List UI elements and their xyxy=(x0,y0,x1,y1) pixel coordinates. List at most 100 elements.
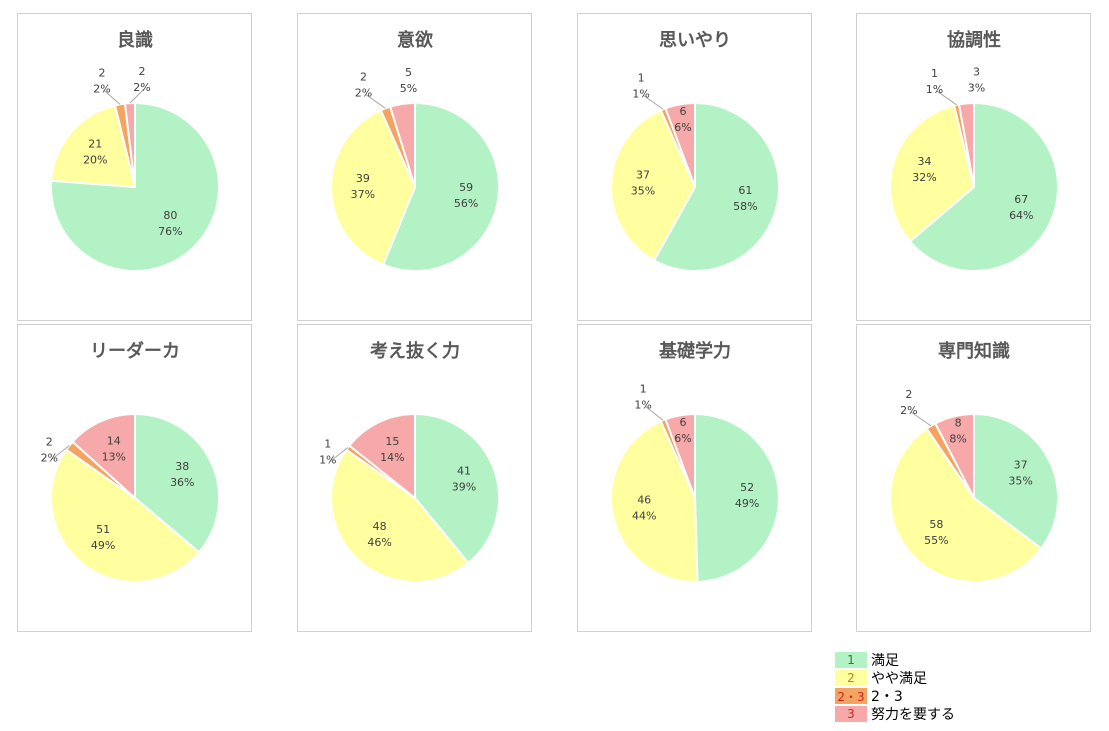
data-label-percent: 8% xyxy=(949,433,966,446)
pie-slice xyxy=(694,412,780,583)
data-label-value: 8 xyxy=(955,417,962,430)
data-label-value: 37 xyxy=(636,169,650,182)
pie-slice xyxy=(134,412,220,554)
data-label-value: 51 xyxy=(96,523,110,536)
data-label-percent: 6% xyxy=(674,121,691,134)
legend-label-1: 満足 xyxy=(871,653,899,669)
data-label-value: 48 xyxy=(373,520,387,533)
legend-item-3: 3 努力を要する xyxy=(835,705,1005,723)
data-label-percent: 2% xyxy=(900,404,917,417)
leader-line xyxy=(365,93,386,109)
data-label-percent: 32% xyxy=(912,171,936,184)
data-label-percent: 64% xyxy=(1009,209,1033,222)
legend-item-2: 2 やや満足 xyxy=(835,669,1005,687)
data-label-value: 67 xyxy=(1014,193,1028,206)
data-label-value: 5 xyxy=(405,66,412,79)
leader-line xyxy=(910,411,932,427)
data-label-percent: 35% xyxy=(631,185,655,198)
data-label-percent: 44% xyxy=(632,510,656,523)
pie-slice xyxy=(50,104,137,189)
pie-panel: 協調性 67 64% 34 32% 1 1% 3 3% xyxy=(856,13,1091,321)
pie-slice xyxy=(664,412,696,499)
data-label-percent: 36% xyxy=(170,476,194,489)
chart-title: リーダーカ xyxy=(90,340,180,362)
pie-chart: 専門知識 37 35% 58 55% 2 2% 8 8% xyxy=(889,340,1059,583)
leader-line xyxy=(642,94,664,110)
data-label-value: 15 xyxy=(385,435,399,448)
pie-slice xyxy=(381,101,500,272)
data-label-value: 14 xyxy=(107,434,121,447)
data-label-value: 1 xyxy=(638,71,645,84)
pie-slice xyxy=(330,108,417,267)
pie-panel: 基礎学力 52 49% 46 44% 1 1% 6 6% xyxy=(577,324,812,632)
data-label-value: 52 xyxy=(740,481,754,494)
legend-item-1: 1 満足 xyxy=(835,651,1005,669)
pie-slice xyxy=(889,104,976,243)
data-label-value: 38 xyxy=(175,460,189,473)
data-label-percent: 1% xyxy=(632,87,649,100)
legend-swatch-1: 1 xyxy=(835,652,867,668)
data-label-percent: 76% xyxy=(158,225,182,238)
data-label-percent: 2% xyxy=(93,82,110,95)
data-label-value: 1 xyxy=(324,438,331,451)
data-label-value: 37 xyxy=(1014,459,1028,472)
data-label-value: 2 xyxy=(139,65,146,78)
data-label-value: 61 xyxy=(738,184,752,197)
pie-slice xyxy=(71,412,136,501)
data-label-percent: 1% xyxy=(319,454,336,467)
data-label-percent: 20% xyxy=(83,153,107,166)
pie-slice xyxy=(933,412,975,499)
data-label-value: 2 xyxy=(46,436,53,449)
legend-label-3: 努力を要する xyxy=(871,707,955,723)
data-label-value: 1 xyxy=(931,67,938,80)
leader-line xyxy=(329,447,349,463)
data-label-percent: 56% xyxy=(454,197,478,210)
pie-chart: リーダーカ 38 36% 51 49% 2 2% 14 13% xyxy=(41,340,220,583)
chart-title: 意欲 xyxy=(397,29,433,51)
pie-slice xyxy=(652,101,780,272)
leader-line xyxy=(51,445,70,461)
pie-chart: 考え抜く力 41 39% 48 46% 1 1% 15 14% xyxy=(319,340,500,583)
pie-slice xyxy=(973,412,1059,550)
chart-title: 基礎学力 xyxy=(658,340,731,362)
pie-panel: 良識 80 76% 21 20% 2 2% 2 2% xyxy=(17,13,252,321)
legend-swatch-3: 3 xyxy=(835,706,867,722)
data-label-percent: 37% xyxy=(351,188,375,201)
chart-title: 考え抜く力 xyxy=(370,340,460,362)
data-label-percent: 3% xyxy=(968,81,985,94)
pie-slice xyxy=(50,448,201,583)
chart-title: 良識 xyxy=(117,29,153,51)
data-label-percent: 2% xyxy=(41,452,58,465)
data-label-value: 21 xyxy=(88,137,102,150)
data-label-value: 6 xyxy=(680,416,687,429)
data-label-percent: 5% xyxy=(400,82,417,95)
data-label-percent: 1% xyxy=(634,398,651,411)
legend-swatch-2-3: 2・3 xyxy=(835,688,867,704)
data-label-percent: 58% xyxy=(733,200,757,213)
pie-panel: 意欲 59 56% 39 37% 2 2% 5 5% xyxy=(297,13,532,321)
pie-chart: 良識 80 76% 21 20% 2 2% 2 2% xyxy=(50,29,220,272)
data-label-value: 41 xyxy=(457,464,471,477)
legend-swatch-2: 2 xyxy=(835,670,867,686)
data-label-value: 46 xyxy=(637,494,651,507)
data-label-percent: 14% xyxy=(380,451,404,464)
pie-chart: 思いやり 61 58% 37 35% 1 1% 6 6% xyxy=(609,30,780,272)
data-label-value: 2 xyxy=(99,66,106,79)
pie-slice xyxy=(609,108,697,262)
pie-chart: 意欲 59 56% 39 37% 2 2% 5 5% xyxy=(330,29,500,272)
data-label-value: 6 xyxy=(680,105,687,118)
pie-slice xyxy=(957,101,975,188)
pie-panel: リーダーカ 38 36% 51 49% 2 2% 14 13% xyxy=(17,324,252,632)
legend-label-2-3: 2・3 xyxy=(871,689,903,705)
data-label-percent: 35% xyxy=(1008,475,1032,488)
data-label-value: 2 xyxy=(905,388,912,401)
data-label-value: 1 xyxy=(640,382,647,395)
legend: 1 満足 2 やや満足 2・3 2・3 3 努力を要する xyxy=(835,651,1005,723)
data-label-value: 3 xyxy=(973,65,980,78)
data-label-value: 59 xyxy=(459,181,473,194)
data-label-percent: 49% xyxy=(735,497,759,510)
data-label-percent: 13% xyxy=(102,450,126,463)
data-label-value: 58 xyxy=(929,518,943,531)
leader-line xyxy=(129,88,145,104)
pie-slice xyxy=(664,101,696,188)
